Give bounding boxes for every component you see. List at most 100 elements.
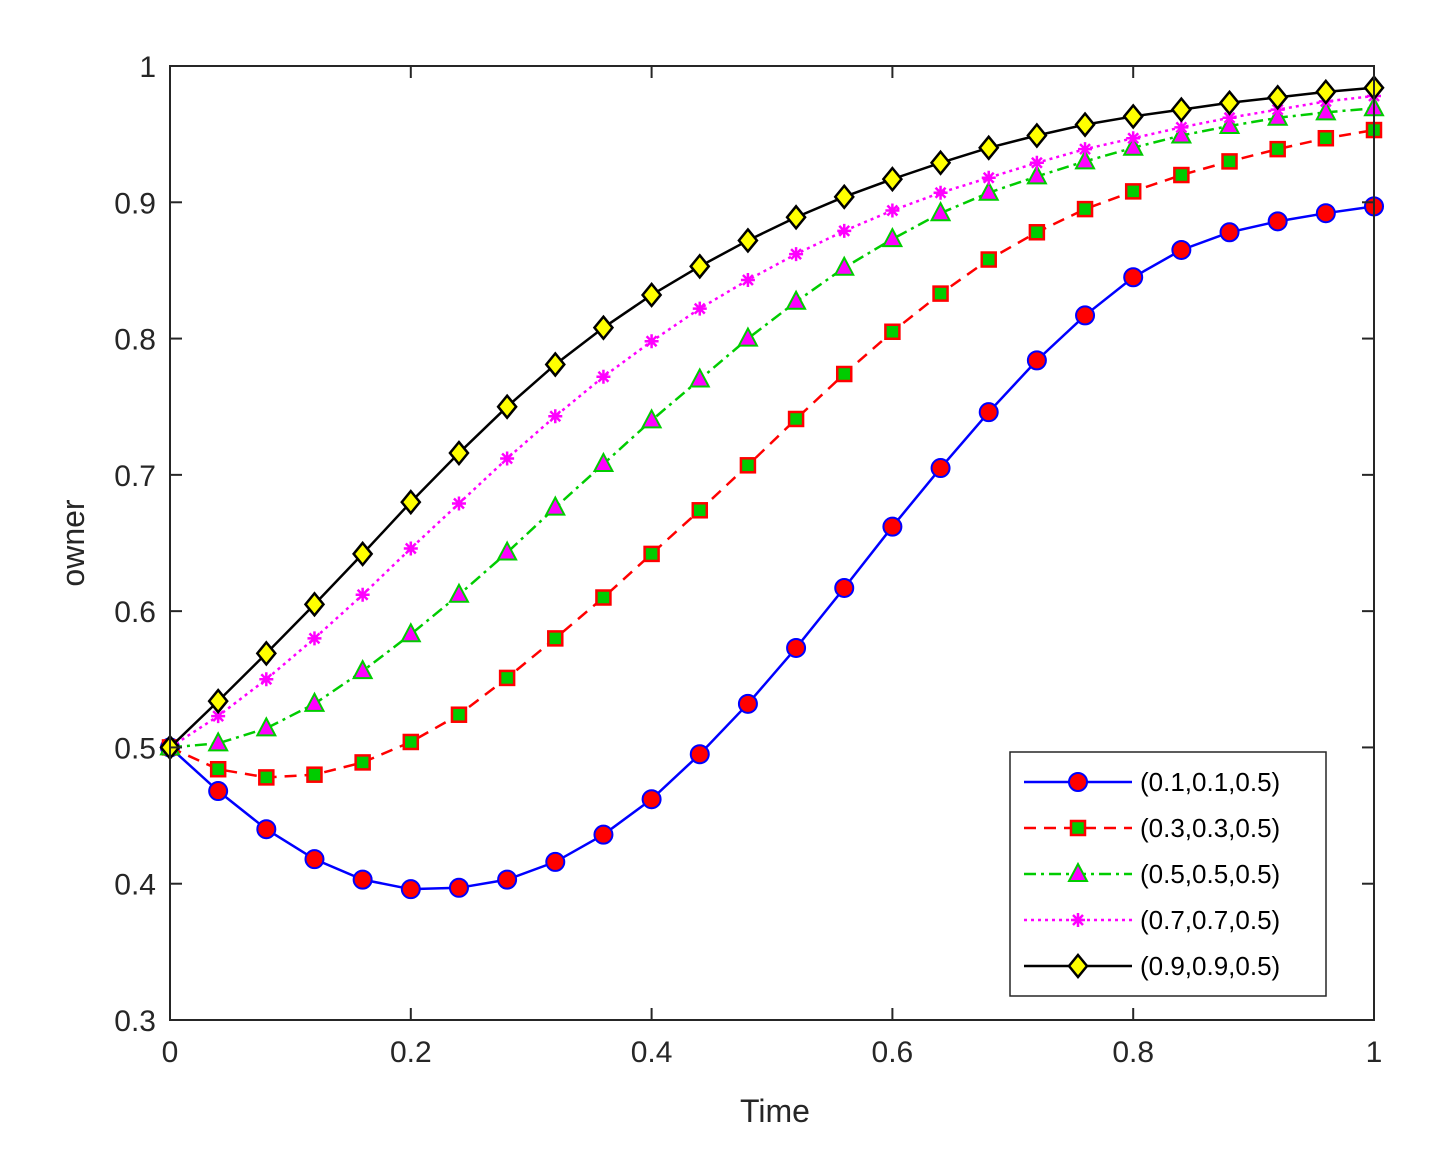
data-point	[737, 326, 759, 347]
legend-marker	[1068, 772, 1088, 792]
data-point	[448, 582, 470, 603]
data-point	[207, 731, 229, 752]
data-point	[355, 587, 370, 602]
data-point	[1218, 89, 1241, 116]
data-point	[1122, 103, 1144, 130]
data-point	[352, 540, 374, 567]
data-point	[304, 849, 325, 870]
data-point	[1315, 203, 1336, 224]
data-point	[643, 545, 660, 563]
legend: (0.1,0.1,0.5) (0.3,0.3,0.5) (0.5,0.5,0.5) (…	[1009, 751, 1327, 997]
data-point	[207, 688, 229, 715]
data-point	[258, 769, 275, 786]
series-2	[161, 121, 1383, 786]
data-point	[403, 541, 418, 556]
data-point	[1170, 96, 1192, 123]
data-point	[1315, 78, 1337, 105]
data-point	[1222, 110, 1237, 125]
data-point	[1074, 111, 1096, 138]
data-point	[1026, 164, 1048, 185]
data-point	[352, 869, 373, 890]
data-point	[882, 516, 903, 537]
y-tick-label: 0.9	[114, 187, 156, 220]
legend-box	[1009, 751, 1327, 997]
data-point	[1174, 120, 1189, 135]
data-point	[640, 408, 663, 429]
x-tick-label: 0.6	[872, 1036, 914, 1069]
data-point	[593, 824, 614, 845]
data-point	[641, 789, 662, 810]
y-tick-label: 0.4	[114, 869, 156, 902]
legend-label: (0.1,0.1,0.5)	[1140, 767, 1280, 797]
axes-box	[169, 65, 1375, 1021]
data-point	[1029, 155, 1044, 170]
data-point	[1078, 142, 1093, 157]
data-point	[1219, 222, 1240, 243]
data-point	[691, 502, 709, 519]
data-point	[306, 766, 323, 783]
data-point	[834, 577, 855, 598]
data-point	[980, 251, 997, 268]
data-point	[640, 281, 663, 308]
data-point	[448, 877, 469, 898]
series-line	[169, 94, 1375, 749]
y-tick-label: 0.8	[114, 324, 156, 357]
legend-item: (0.1,0.1,0.5)	[1024, 767, 1280, 797]
data-point	[500, 451, 515, 466]
x-tick-label: 0.4	[631, 1036, 673, 1069]
data-point	[547, 630, 564, 647]
data-point	[307, 631, 322, 646]
data-point	[1171, 239, 1192, 260]
data-point	[837, 223, 852, 238]
data-point	[885, 203, 900, 218]
data-point	[400, 879, 421, 900]
data-point	[1076, 200, 1094, 218]
data-point	[544, 351, 566, 378]
data-point	[1074, 149, 1096, 170]
data-point	[1317, 129, 1335, 147]
axes: 0 0.2 0.4 0.6 0.8 1 0.3 0.4 0.5 0.6 0.7 0.8 0.9 1	[114, 51, 1382, 1069]
data-point	[785, 289, 807, 310]
data-point	[1315, 100, 1337, 121]
y-tick-label: 0.5	[114, 732, 156, 765]
data-point	[689, 744, 710, 765]
data-point	[978, 134, 1000, 161]
data-point	[833, 255, 855, 276]
series-line	[169, 107, 1375, 749]
data-point	[1075, 305, 1096, 326]
data-point	[545, 851, 566, 872]
x-tick-label: 0.2	[390, 1036, 432, 1069]
data-point	[496, 540, 518, 561]
data-point	[1123, 267, 1144, 288]
data-point	[1126, 131, 1141, 146]
data-point	[256, 819, 277, 840]
data-point	[211, 709, 226, 724]
data-point	[739, 457, 757, 474]
data-point	[402, 733, 420, 751]
data-point	[789, 247, 804, 262]
legend-label: (0.3,0.3,0.5)	[1140, 813, 1280, 843]
data-point	[351, 658, 374, 680]
data-point	[400, 622, 422, 643]
legend-marker	[1067, 861, 1089, 882]
legend-label: (0.9,0.9,0.5)	[1140, 951, 1280, 981]
data-point	[255, 716, 277, 737]
data-point	[978, 180, 1000, 201]
data-point	[1267, 211, 1288, 232]
data-point	[448, 440, 470, 467]
y-tick-label: 0.6	[114, 596, 156, 629]
data-point	[208, 781, 229, 802]
data-point	[544, 495, 566, 516]
data-point	[737, 227, 759, 254]
legend-item: (0.7,0.7,0.5)	[1024, 905, 1280, 935]
data-point	[978, 402, 999, 423]
data-point	[881, 166, 904, 193]
data-point	[689, 253, 711, 280]
data-point	[303, 591, 326, 618]
x-tick-label: 0	[162, 1036, 179, 1069]
data-point	[689, 367, 711, 388]
data-point	[592, 451, 615, 472]
plot-area	[159, 74, 1385, 900]
data-point	[400, 489, 422, 516]
